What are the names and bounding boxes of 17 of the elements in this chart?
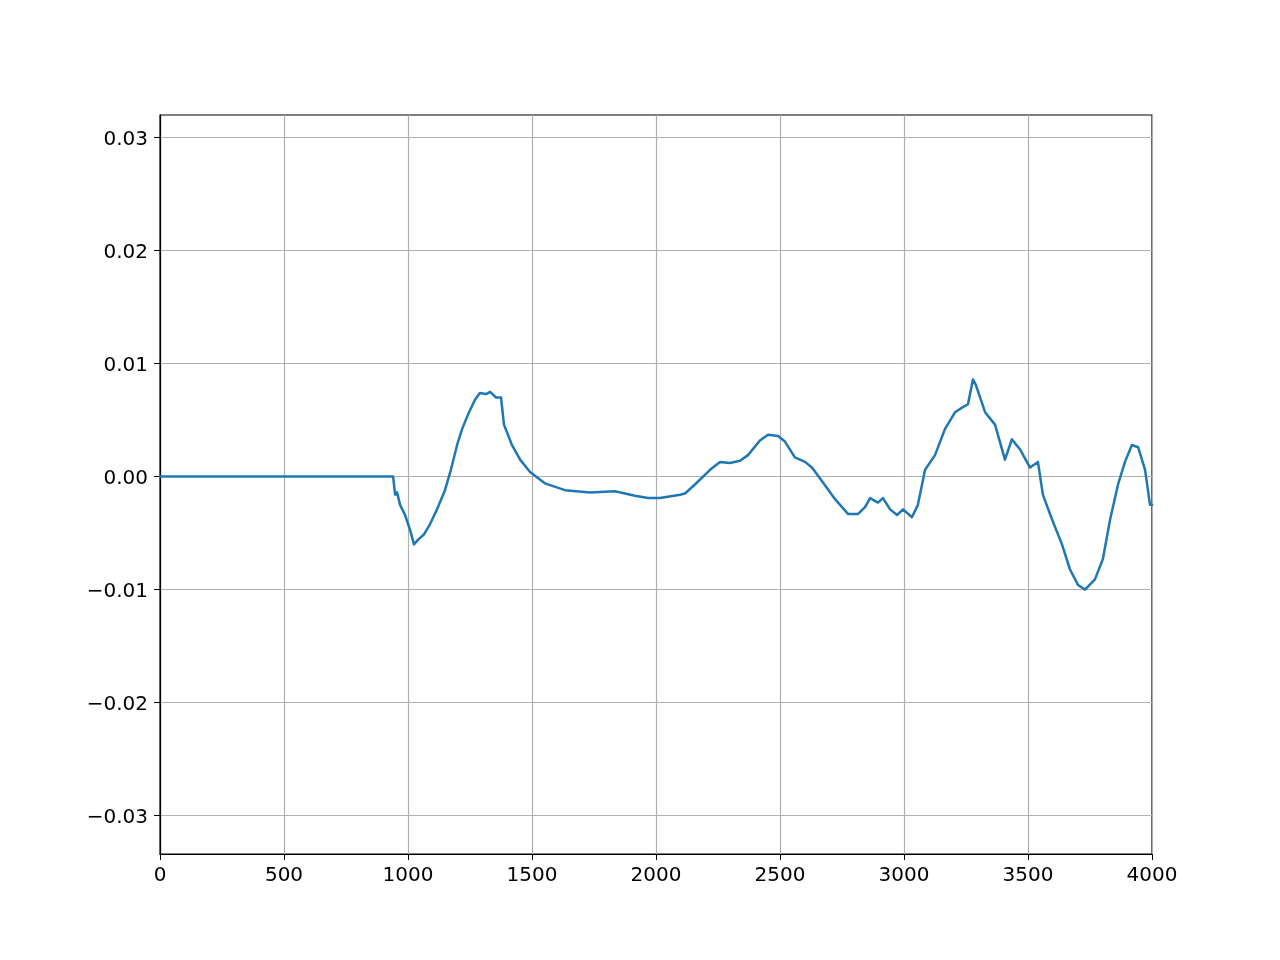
x-tick-label: 0 [153, 862, 167, 886]
y-tick-label: −0.02 [86, 690, 148, 715]
x-tick-label: 1500 [506, 862, 558, 886]
y-tick-label: −0.01 [86, 577, 148, 602]
line-series [158, 378, 1154, 591]
x-tick-label: 2000 [630, 862, 682, 886]
x-tick-label: 500 [264, 862, 304, 886]
y-tick-label: 0.00 [103, 464, 148, 489]
x-tick-label: 3500 [1002, 862, 1054, 886]
y-tick-label: 0.03 [103, 125, 148, 150]
y-tick-label: 0.01 [103, 351, 148, 376]
y-tick-label: −0.03 [86, 803, 148, 828]
y-tick-label: 0.02 [103, 238, 148, 263]
x-tick-label: 4000 [1126, 862, 1178, 886]
x-tick-label: 3000 [878, 862, 930, 886]
x-tick-label: 1000 [382, 862, 434, 886]
x-tick-label: 2500 [754, 862, 806, 886]
